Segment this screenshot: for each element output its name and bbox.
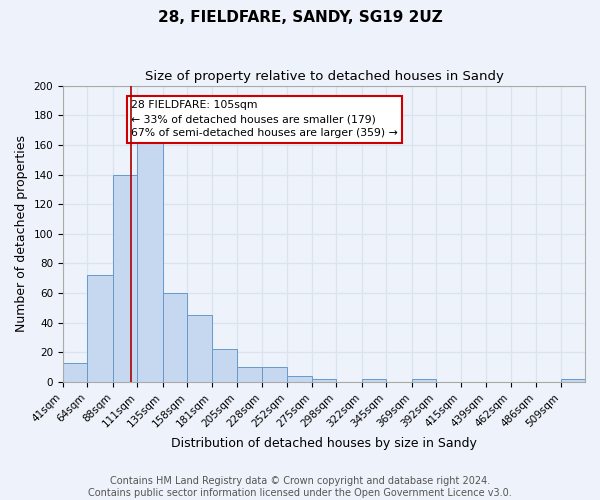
Text: 28 FIELDFARE: 105sqm
← 33% of detached houses are smaller (179)
67% of semi-deta: 28 FIELDFARE: 105sqm ← 33% of detached h…: [131, 100, 398, 138]
Bar: [163, 293, 187, 382]
Bar: [312, 379, 336, 382]
Y-axis label: Number of detached properties: Number of detached properties: [15, 136, 28, 332]
Bar: [262, 368, 287, 382]
Bar: [560, 379, 585, 382]
Bar: [238, 368, 262, 382]
Bar: [362, 379, 386, 382]
Bar: [212, 350, 238, 382]
Bar: [113, 174, 137, 382]
Bar: [63, 363, 88, 382]
X-axis label: Distribution of detached houses by size in Sandy: Distribution of detached houses by size …: [171, 437, 477, 450]
Bar: [187, 316, 212, 382]
Bar: [287, 376, 312, 382]
Bar: [137, 136, 163, 382]
Text: 28, FIELDFARE, SANDY, SG19 2UZ: 28, FIELDFARE, SANDY, SG19 2UZ: [158, 10, 442, 25]
Bar: [412, 379, 436, 382]
Title: Size of property relative to detached houses in Sandy: Size of property relative to detached ho…: [145, 70, 503, 83]
Text: Contains HM Land Registry data © Crown copyright and database right 2024.
Contai: Contains HM Land Registry data © Crown c…: [88, 476, 512, 498]
Bar: [88, 276, 113, 382]
